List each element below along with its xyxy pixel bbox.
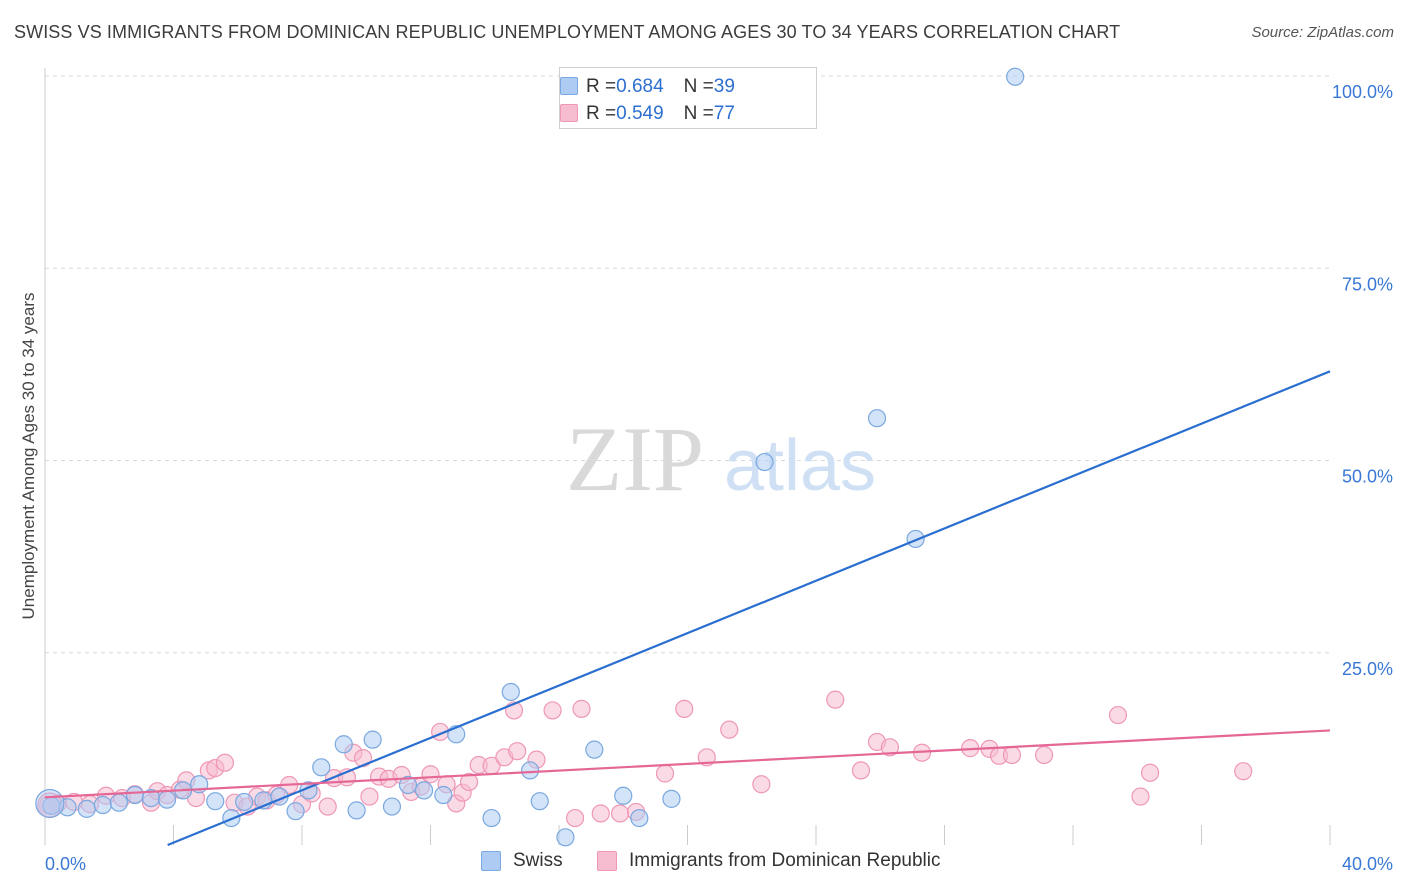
y-tick-label: 75.0% xyxy=(1342,274,1393,294)
y-tick-label: 100.0% xyxy=(1332,82,1393,102)
swiss-point xyxy=(109,793,128,812)
y-tick-label: 25.0% xyxy=(1342,659,1393,679)
dominican-point xyxy=(1002,745,1022,765)
y-tick-label: 50.0% xyxy=(1342,467,1393,487)
swiss-point xyxy=(77,799,96,818)
source-credit: Source: ZipAtlas.com xyxy=(1251,24,1394,41)
dominican-point xyxy=(543,701,562,720)
swiss-point xyxy=(235,792,254,812)
grid-lines xyxy=(45,75,1330,654)
legend-row-swiss: R = 0.684 N = 39 xyxy=(560,76,735,98)
y-axis-label: Unemployment Among Ages 30 to 34 years xyxy=(19,293,38,620)
dominican-point xyxy=(720,720,739,739)
swiss-point xyxy=(530,792,549,811)
n-value: 39 xyxy=(713,76,735,97)
swiss-point xyxy=(755,452,774,472)
swiss-point xyxy=(556,828,575,847)
dominican-point xyxy=(826,690,845,709)
swiss-point xyxy=(382,797,402,816)
dominican-point xyxy=(353,749,373,768)
swiss-point xyxy=(363,730,382,749)
swiss-point xyxy=(398,775,418,795)
swiss-point xyxy=(867,409,887,428)
dominican-trend-line xyxy=(44,729,1331,799)
dominican-point xyxy=(1034,745,1054,765)
swiss-swatch xyxy=(481,851,501,871)
watermark: ZIP atlas xyxy=(566,408,876,510)
dominican-point xyxy=(610,804,630,823)
n-value: 77 xyxy=(713,103,735,124)
dominican-point xyxy=(572,699,591,718)
dominican-swatch xyxy=(597,851,617,871)
axes: 25.0% 50.0% 75.0% 100.0% 0.0% 40.0% xyxy=(44,68,1393,874)
r-value: 0.549 xyxy=(616,103,664,124)
dominican-point xyxy=(1140,763,1160,782)
dominican-point xyxy=(675,699,694,718)
swiss-trend-line xyxy=(167,370,1331,847)
swiss-point xyxy=(157,790,177,809)
legend-item-swiss: Swiss xyxy=(481,850,563,872)
swiss-point xyxy=(662,789,681,808)
swiss-point xyxy=(1006,67,1025,86)
swiss-point xyxy=(482,808,501,828)
swiss-point xyxy=(312,758,331,777)
swiss-point xyxy=(906,529,925,549)
dominican-point xyxy=(1108,705,1128,725)
swiss-point xyxy=(614,786,633,805)
swiss-point xyxy=(414,781,434,800)
swiss-point xyxy=(35,788,65,819)
dominican-point xyxy=(1131,787,1150,806)
legend-item-dominican: Immigrants from Dominican Republic xyxy=(597,850,941,872)
dominican-point xyxy=(508,742,527,761)
dominican-point xyxy=(421,765,440,784)
swiss-point xyxy=(501,682,520,702)
dominican-point xyxy=(318,797,337,816)
dominican-point xyxy=(215,753,234,772)
dominican-point xyxy=(752,775,771,794)
trend-lines xyxy=(44,370,1331,847)
n-label: N = xyxy=(683,76,714,97)
stats-legend: R = 0.684 N = 39 R = 0.549 N = 77 xyxy=(559,67,817,129)
r-label: R = xyxy=(586,103,617,124)
legend-label-dominican: Immigrants from Dominican Republic xyxy=(629,850,941,871)
swiss-point xyxy=(347,801,366,820)
series-legend: Swiss Immigrants from Dominican Republic xyxy=(0,850,1406,878)
swiss-point xyxy=(334,735,353,754)
dominican-point xyxy=(851,761,871,780)
dominican-point xyxy=(591,804,610,823)
legend-row-dominican: R = 0.549 N = 77 xyxy=(560,103,735,125)
swiss-point xyxy=(93,795,112,815)
dominican-point xyxy=(565,808,585,828)
watermark-atlas: atlas xyxy=(724,426,876,506)
x-tick-label: 0.0% xyxy=(45,854,86,874)
dominican-point xyxy=(459,772,479,792)
dominican-point xyxy=(655,764,675,783)
x-tick-label: 40.0% xyxy=(1342,854,1393,874)
swiss-point xyxy=(206,792,225,811)
dominican-point xyxy=(880,738,899,757)
r-label: R = xyxy=(586,76,617,97)
dominican-point xyxy=(360,787,379,806)
r-value: 0.684 xyxy=(616,76,664,97)
swiss-point xyxy=(125,785,145,805)
swiss-point xyxy=(286,802,305,821)
dominican-point xyxy=(1234,762,1253,781)
chart-title: SWISS VS IMMIGRANTS FROM DOMINICAN REPUB… xyxy=(14,22,1121,42)
swiss-point xyxy=(434,785,453,805)
watermark-zip: ZIP xyxy=(566,408,704,510)
dominican-swatch xyxy=(560,104,578,122)
n-label: N = xyxy=(683,103,714,124)
swiss-point xyxy=(520,761,540,780)
legend-label-swiss: Swiss xyxy=(513,850,563,871)
swiss-point xyxy=(585,740,604,759)
swiss-point xyxy=(630,808,649,828)
swiss-swatch xyxy=(560,77,578,95)
